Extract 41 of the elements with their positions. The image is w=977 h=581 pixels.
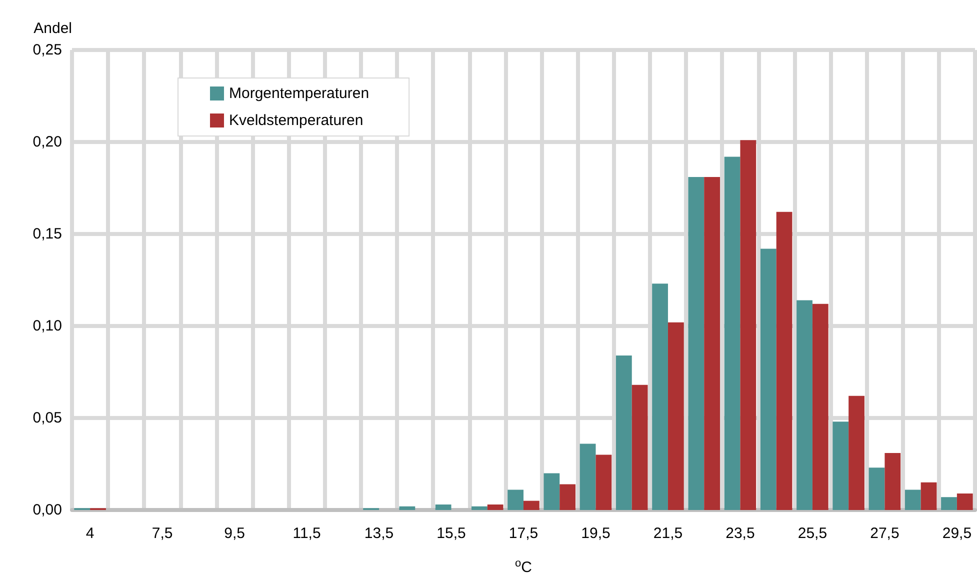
bar [904, 490, 921, 510]
bar [544, 473, 560, 510]
y-tick-label: 0,05 [32, 410, 62, 426]
x-tick-label: 19,5 [581, 525, 610, 542]
bar [632, 384, 648, 510]
x-tick-label: 25,5 [798, 525, 828, 542]
bar [399, 506, 416, 510]
x-tick-label: 4 [86, 525, 94, 542]
y-tick-label: 0,00 [32, 502, 62, 518]
bar [920, 482, 937, 510]
bar [884, 452, 901, 510]
bar [435, 504, 452, 510]
y-tick-label: 0,10 [32, 318, 62, 334]
x-tick-label: 23,5 [726, 525, 755, 542]
y-tick-label: 0,25 [32, 42, 62, 58]
bar [524, 500, 540, 510]
x-tick-label: 15,5 [436, 525, 466, 542]
x-tick-label: 17,5 [508, 525, 538, 542]
bar [560, 484, 576, 510]
bar [471, 506, 488, 510]
bar [941, 497, 957, 510]
x-tick-label: 7,5 [152, 525, 173, 542]
x-tick-label: 13,5 [364, 525, 394, 542]
legend-label: Morgentemperaturen [229, 85, 370, 102]
bar [487, 504, 504, 510]
bar [868, 468, 885, 510]
x-tick-label: 21,5 [653, 525, 683, 542]
y-tick-label: 0,20 [32, 134, 62, 150]
y-tick-label: 0,15 [32, 226, 62, 242]
bar [580, 444, 596, 510]
y-axis-title: Andel [34, 20, 72, 37]
x-tick-label: 11,5 [292, 525, 321, 542]
x-tick-label: 9,5 [224, 525, 245, 542]
legend-label: Kveldstemperaturen [229, 112, 364, 129]
x-tick-label: 27,5 [870, 525, 900, 542]
bar [832, 422, 849, 510]
bar [596, 454, 612, 510]
bar [956, 493, 973, 510]
x-tick-label: 29,5 [942, 525, 972, 542]
bar [508, 490, 524, 510]
bar [848, 396, 864, 510]
